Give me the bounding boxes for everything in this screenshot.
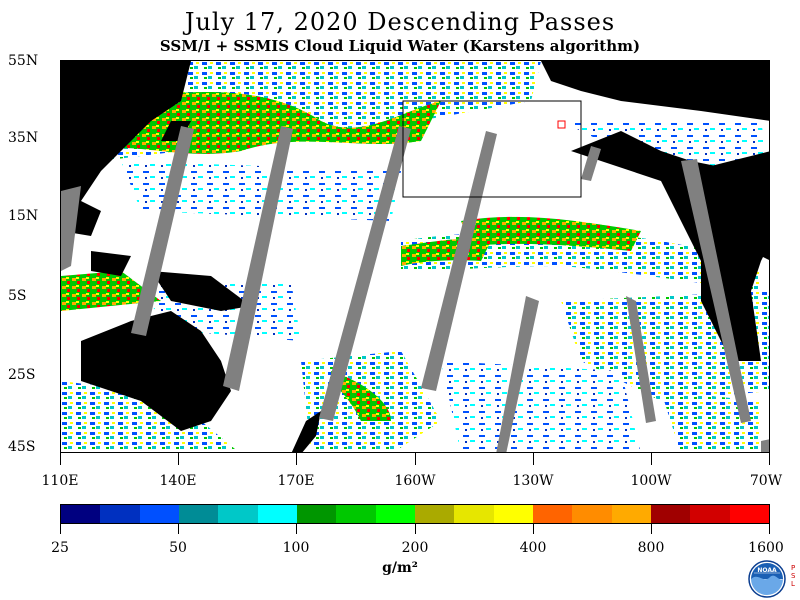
lat-label-35n: 35N xyxy=(8,130,39,146)
colorbar-swatch xyxy=(257,505,297,523)
swath-gaps xyxy=(61,126,769,452)
colorbar-tick xyxy=(415,524,416,534)
colorbar-label: 200 xyxy=(401,540,429,556)
colorbar-tick xyxy=(178,524,179,534)
colorbar-tick xyxy=(651,524,652,534)
colorbar-swatch xyxy=(650,505,691,523)
colorbar-swatch xyxy=(100,505,140,523)
lon-tick xyxy=(60,453,61,465)
colorbar-swatch xyxy=(336,505,376,523)
colorbar-label: 25 xyxy=(51,540,69,556)
colorbar-tick xyxy=(60,524,61,534)
colorbar-label: 400 xyxy=(519,540,547,556)
lat-label-15n: 15N xyxy=(8,208,39,224)
lon-label-160w: 160W xyxy=(394,473,436,489)
colorbar xyxy=(60,504,770,524)
map-subtitle: SSM/I + SSMIS Cloud Liquid Water (Karste… xyxy=(159,37,641,55)
lon-tick xyxy=(415,453,416,465)
logo-text: NOAA xyxy=(757,567,777,574)
lon-tick xyxy=(178,453,179,465)
lon-label-140e: 140E xyxy=(159,473,197,489)
colorbar-label: 1600 xyxy=(748,540,784,556)
lat-label-45s: 45S xyxy=(8,439,36,455)
lat-label-25s: 25S xyxy=(8,367,36,383)
lon-label-130w: 130W xyxy=(512,473,554,489)
colorbar-swatch xyxy=(61,505,101,523)
colorbar-swatch xyxy=(572,505,612,523)
lon-label-70w: 70W xyxy=(749,473,783,489)
map-title: July 17, 2020 Descending Passes xyxy=(184,8,616,36)
colorbar-swatch xyxy=(729,505,769,523)
colorbar-tick xyxy=(296,524,297,534)
colorbar-swatch xyxy=(690,505,730,523)
lon-tick xyxy=(296,453,297,465)
lon-tick xyxy=(533,453,534,465)
lon-label-170e: 170E xyxy=(277,473,315,489)
map-graphic xyxy=(61,61,769,452)
colorbar-label: 100 xyxy=(282,540,310,556)
colorbar-swatch xyxy=(493,505,533,523)
colorbar-swatch xyxy=(611,505,651,523)
colorbar-swatch xyxy=(532,505,573,523)
region-box xyxy=(402,100,582,198)
colorbar-label: 800 xyxy=(637,540,665,556)
colorbar-swatch xyxy=(375,505,415,523)
colorbar-swatch xyxy=(454,505,494,523)
colorbar-tick xyxy=(769,524,770,534)
lon-label-100w: 100W xyxy=(630,473,672,489)
colorbar-swatch xyxy=(139,505,179,523)
colorbar-swatch xyxy=(414,505,455,523)
lon-tick xyxy=(769,453,770,465)
lon-label-110e: 110E xyxy=(41,473,79,489)
colorbar-units: g/m² xyxy=(382,560,418,576)
marker-box xyxy=(557,120,566,129)
colorbar-label: 50 xyxy=(169,540,187,556)
colorbar-swatch xyxy=(218,505,258,523)
colorbar-swatch xyxy=(296,505,337,523)
lon-tick xyxy=(651,453,652,465)
noaa-logo-icon: NOAA xyxy=(748,560,786,598)
colorbar-swatch xyxy=(178,505,219,523)
colorbar-tick xyxy=(533,524,534,534)
lat-label-5s: 5S xyxy=(8,288,27,304)
cloud-liquid-water-map xyxy=(60,60,770,453)
lat-label-55n: 55N xyxy=(8,53,39,69)
